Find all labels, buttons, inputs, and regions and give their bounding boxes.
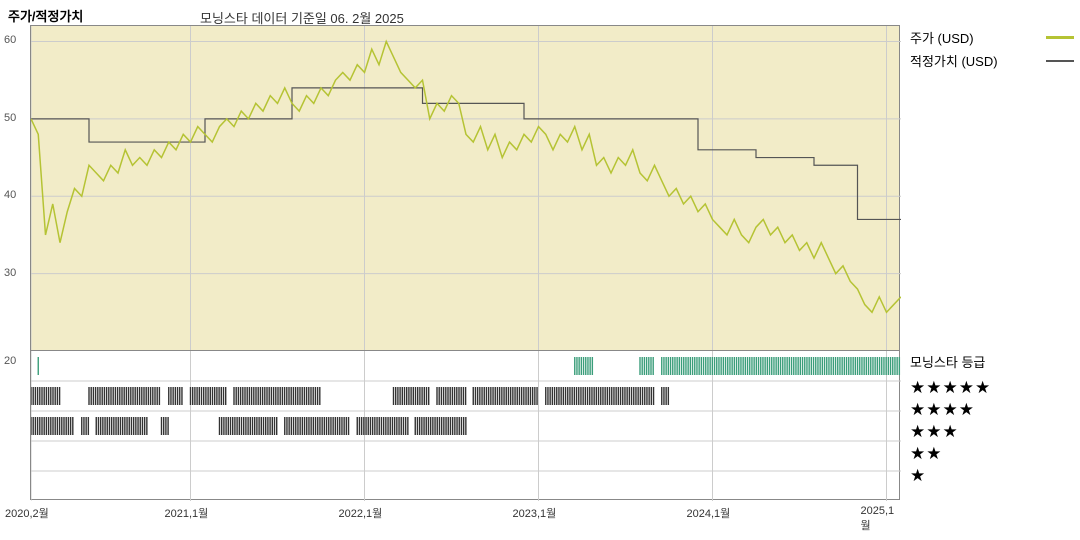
legend-price: 주가 (USD) [910,28,1080,47]
legend-price-label: 주가 (USD) [910,28,974,47]
x-tick-label: 2022,1월 [339,505,383,521]
rating-barcode-chart [30,350,900,500]
stars-4: ★★★★ [910,399,1080,421]
legend-fairvalue: 적정가치 (USD) [910,51,1080,70]
main-legend: 주가 (USD) 적정가치 (USD) [910,28,1080,74]
y-tick-label: 30 [4,267,16,279]
rating-legend: 모닝스타 등급 ★★★★★ ★★★★ ★★★ ★★ ★ [910,352,1080,487]
legend-price-swatch [1046,36,1074,39]
x-axis-labels: 2020,2월2021,1월2022,1월2023,1월2024,1월2025,… [30,505,900,525]
stars-3: ★★★ [910,421,1080,443]
legend-fairvalue-label: 적정가치 (USD) [910,51,998,70]
y-axis-overflow-label: 20 [4,355,16,367]
stars-2: ★★ [910,443,1080,465]
chart-title: 주가/적정가치 [8,6,83,25]
x-tick-label: 2024,1월 [687,505,731,521]
price-fairvalue-chart [30,25,900,350]
x-tick-label: 2021,1월 [165,505,209,521]
y-tick-label: 50 [4,112,16,124]
legend-fairvalue-swatch [1046,60,1074,62]
stars-5: ★★★★★ [910,377,1080,399]
stars-1: ★ [910,465,1080,487]
rating-legend-title: 모닝스타 등급 [910,352,1080,371]
y-axis-labels: 30 40 50 60 [4,25,28,350]
x-tick-label: 2020,2월 [5,505,49,521]
y-tick-label: 40 [4,189,16,201]
x-tick-label: 2025,1월 [861,505,901,533]
x-tick-label: 2023,1월 [513,505,557,521]
y-tick-label: 60 [4,34,16,46]
